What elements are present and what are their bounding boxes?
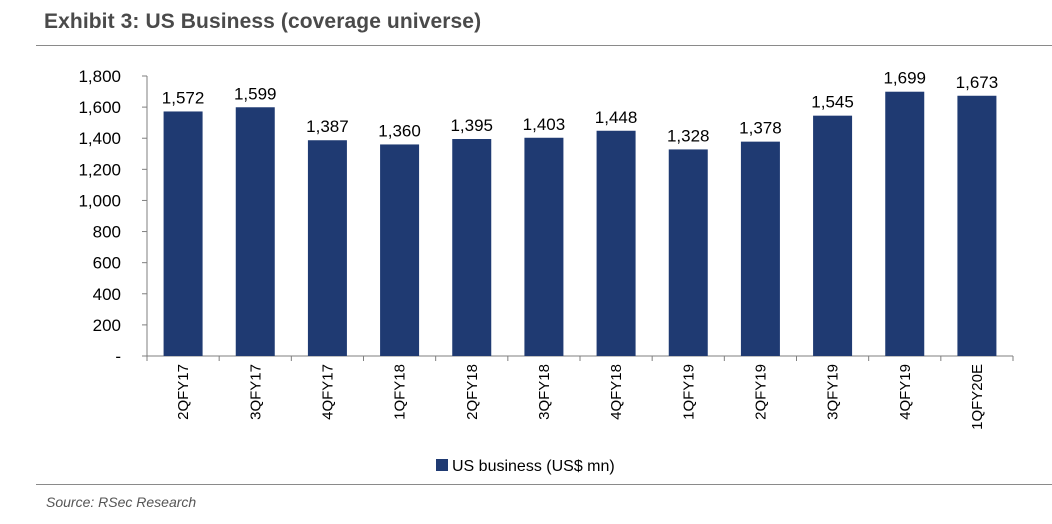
y-tick-label: 800 — [93, 223, 121, 242]
data-label: 1,387 — [306, 117, 349, 136]
category-label: 2QFY19 — [752, 364, 769, 420]
bar — [813, 115, 853, 357]
category-label: 1QFY19 — [680, 364, 697, 420]
data-label: 1,395 — [450, 116, 493, 135]
bar-series — [163, 91, 997, 357]
y-tick-label: 600 — [93, 254, 121, 273]
category-label: 3QFY17 — [247, 364, 264, 420]
source-note: Source: RSec Research — [46, 494, 197, 510]
data-label: 1,699 — [883, 69, 926, 88]
category-label: 2QFY18 — [464, 364, 481, 420]
y-tick-label: 1,000 — [78, 191, 121, 210]
y-tick-label: 400 — [93, 285, 121, 304]
data-label: 1,572 — [162, 88, 205, 107]
category-label: 4QFY19 — [897, 364, 914, 420]
source-divider — [36, 484, 1052, 485]
data-label: 1,403 — [523, 115, 566, 134]
bar — [235, 107, 275, 357]
title-divider — [36, 45, 1052, 46]
y-tick-label: 1,800 — [78, 67, 121, 86]
bar — [668, 149, 708, 356]
bar — [957, 95, 997, 356]
legend-swatch — [436, 459, 448, 471]
bar — [524, 137, 564, 356]
data-label: 1,673 — [956, 73, 999, 92]
legend: US business (US$ mn) — [436, 458, 615, 475]
data-label: 1,599 — [234, 84, 277, 103]
category-label: 3QFY18 — [536, 364, 553, 420]
y-tick-label: 1,600 — [78, 98, 121, 117]
bar — [307, 140, 347, 356]
chart-title: Exhibit 3: US Business (coverage univers… — [44, 10, 482, 33]
bar — [885, 91, 925, 356]
y-tick-label: - — [115, 347, 121, 366]
bar — [596, 130, 636, 356]
bar — [452, 139, 492, 356]
category-label: 2QFY17 — [175, 364, 192, 420]
legend-label: US business (US$ mn) — [452, 458, 615, 475]
x-axis: 2QFY17 3QFY17 4QFY17 1QFY18 2QFY18 3QFY18 4QFY… — [146, 355, 1014, 430]
category-label: 3QFY19 — [825, 364, 842, 420]
category-label: 1QFY20E — [969, 364, 986, 430]
bar — [163, 111, 203, 356]
y-axis: - 200 400 600 800 1,000 1,200 1,400 1,600 1,800 — [78, 67, 148, 366]
data-labels: 1,572 1,599 1,387 1,360 1,395 1,403 1,448 1,328… — [162, 69, 998, 146]
category-label: 4QFY18 — [608, 364, 625, 420]
category-label: 4QFY17 — [319, 364, 336, 420]
category-label: 1QFY18 — [392, 364, 409, 420]
bar — [740, 141, 780, 356]
y-tick-label: 1,400 — [78, 129, 121, 148]
data-label: 1,360 — [378, 121, 421, 140]
data-label: 1,328 — [667, 126, 710, 145]
bar — [380, 144, 420, 356]
data-label: 1,448 — [595, 108, 638, 127]
data-label: 1,378 — [739, 119, 782, 138]
data-label: 1,545 — [811, 93, 854, 112]
y-tick-label: 200 — [93, 316, 121, 335]
y-tick-label: 1,200 — [78, 160, 121, 179]
